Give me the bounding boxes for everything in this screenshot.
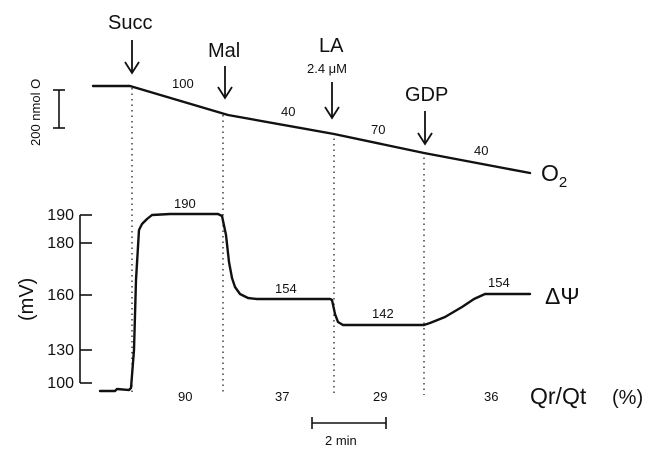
qr-qt-value-4: 36 [484,389,498,404]
event-sublabel-la: 2.4 μM [307,61,347,76]
o2-rate-2: 40 [281,104,295,119]
mv-series-label: ΔΨ [545,283,580,309]
o2-rate-4: 40 [474,143,488,158]
event-lines [131,88,425,395]
time-scale-bar: 2 min [311,417,387,448]
o2-rate-3: 70 [371,122,385,137]
event-label-succ: Succ [108,12,152,34]
mv-plateau-label-4: 154 [488,275,510,290]
qr-qt-unit: (%) [612,387,643,409]
arrow-head-mal [217,86,233,100]
mv-tick-label-130: 130 [47,342,74,359]
mv-plateau-label-2: 154 [275,281,297,296]
arrow-head-succ [124,61,140,75]
event-markers: Succ Mal LA 2.4 μM GDP [108,12,448,146]
mv-tick-label-100: 100 [47,375,74,392]
qr-qt-value-1: 90 [178,389,192,404]
mv-plateau-label-1: 190 [174,196,196,211]
o2-rate-1: 100 [172,76,194,91]
event-label-la: LA [319,35,344,57]
mv-tick-label-160: 160 [47,287,74,304]
o2-series-label: O2 [541,160,567,191]
mv-axis-label: (mV) [16,278,38,321]
qr-qt-value-2: 37 [275,389,289,404]
mv-tick-label-190: 190 [47,207,74,224]
qr-qt-label: Qr/Qt [530,383,587,409]
o2-trace [91,84,532,175]
o2-scale-bar-label: 200 nmol O [28,79,43,146]
mv-tick-group: 100 130 160 180 190 [47,207,92,392]
mv-plateau-label-3: 142 [372,306,394,321]
event-label-gdp: GDP [405,84,448,106]
mv-trace [98,212,532,393]
arrow-head-gdp [417,132,433,146]
qr-qt-value-3: 29 [373,389,387,404]
arrow-head-la [324,106,340,120]
membrane-potential-panel: 100 130 160 180 190 (mV) 190 154 142 154 ΔΨ [16,196,580,393]
time-scale-label: 2 min [325,433,357,448]
event-label-mal: Mal [208,40,240,62]
o2-panel: 100 40 70 40 O2 200 nmol O [28,76,567,191]
o2-subscript: 2 [559,174,567,191]
qr-qt-row: 90 37 29 36 Qr/Qt (%) [178,383,643,409]
mv-tick-label-180: 180 [47,235,74,252]
